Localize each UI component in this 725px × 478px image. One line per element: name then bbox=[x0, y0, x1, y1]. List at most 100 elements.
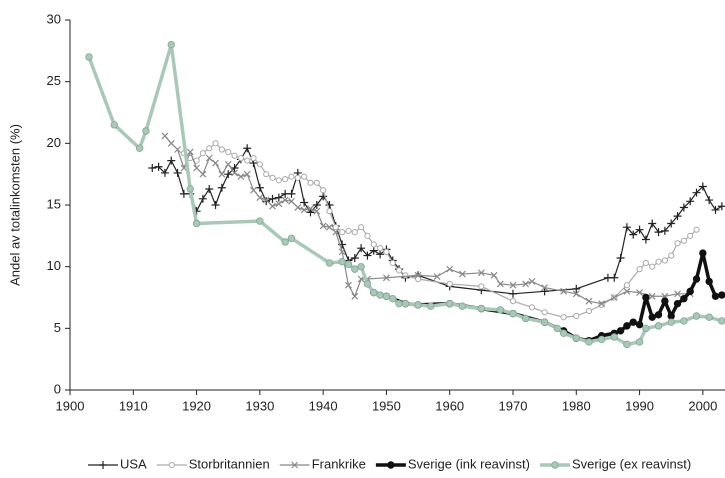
y-tick-label: 20 bbox=[47, 135, 61, 150]
x-tick-label: 1900 bbox=[56, 398, 85, 413]
marker bbox=[635, 338, 644, 346]
x-tick-label: 1930 bbox=[245, 398, 274, 413]
marker bbox=[598, 300, 606, 308]
y-tick-label: 5 bbox=[54, 320, 61, 335]
marker bbox=[351, 229, 358, 236]
marker bbox=[307, 179, 314, 186]
marker bbox=[199, 170, 207, 178]
marker bbox=[414, 301, 422, 309]
marker bbox=[446, 280, 453, 288]
marker bbox=[509, 298, 517, 305]
marker bbox=[231, 169, 238, 177]
y-tick-label: 10 bbox=[47, 258, 61, 273]
marker bbox=[648, 292, 656, 300]
marker bbox=[274, 193, 283, 202]
marker bbox=[401, 299, 410, 308]
x-tick-label: 1950 bbox=[372, 398, 401, 413]
legend-marker bbox=[168, 461, 175, 469]
marker bbox=[635, 320, 644, 329]
marker bbox=[572, 284, 581, 293]
marker bbox=[370, 288, 378, 297]
marker bbox=[389, 295, 397, 303]
legend-label: USA bbox=[120, 456, 147, 471]
marker bbox=[629, 230, 638, 239]
marker bbox=[211, 201, 220, 209]
marker bbox=[496, 280, 504, 288]
marker bbox=[376, 245, 384, 252]
x-tick-label: 1980 bbox=[562, 398, 591, 413]
marker bbox=[288, 197, 295, 205]
marker bbox=[446, 299, 454, 308]
x-tick-label: 1940 bbox=[309, 398, 338, 413]
marker bbox=[610, 294, 618, 301]
marker bbox=[642, 259, 649, 267]
marker bbox=[287, 189, 296, 198]
marker bbox=[521, 314, 530, 323]
y-tick-label: 0 bbox=[54, 381, 61, 396]
marker bbox=[351, 265, 359, 273]
marker bbox=[711, 292, 720, 300]
series-line bbox=[373, 251, 723, 343]
marker bbox=[250, 155, 257, 162]
marker bbox=[560, 287, 568, 295]
marker bbox=[673, 212, 682, 221]
marker bbox=[344, 260, 353, 268]
marker bbox=[610, 273, 619, 282]
marker bbox=[528, 278, 536, 285]
marker bbox=[218, 146, 225, 153]
series-line bbox=[152, 147, 723, 295]
marker bbox=[376, 291, 384, 299]
marker bbox=[680, 237, 687, 244]
marker bbox=[230, 164, 239, 172]
legend-label: Sverige (ex reavinst) bbox=[572, 456, 691, 471]
marker bbox=[655, 258, 662, 265]
marker bbox=[300, 198, 309, 207]
marker bbox=[300, 206, 308, 214]
legend-marker bbox=[551, 461, 559, 469]
marker bbox=[446, 265, 454, 273]
marker bbox=[154, 162, 163, 171]
marker bbox=[244, 157, 251, 164]
marker bbox=[648, 313, 656, 321]
marker bbox=[433, 273, 441, 280]
marker bbox=[287, 234, 296, 242]
marker bbox=[383, 274, 390, 282]
marker bbox=[332, 228, 340, 236]
marker bbox=[212, 159, 219, 167]
marker bbox=[198, 194, 207, 203]
marker bbox=[256, 194, 264, 202]
legend-marker bbox=[387, 461, 395, 469]
marker bbox=[686, 287, 694, 296]
marker bbox=[427, 302, 435, 310]
series-line bbox=[87, 42, 723, 347]
marker bbox=[339, 229, 346, 236]
marker bbox=[477, 304, 486, 313]
marker bbox=[509, 281, 517, 289]
marker bbox=[110, 121, 118, 129]
marker bbox=[478, 283, 485, 290]
marker bbox=[363, 280, 372, 288]
marker bbox=[522, 280, 530, 288]
marker bbox=[553, 324, 561, 333]
y-tick-label: 15 bbox=[47, 196, 61, 211]
marker bbox=[414, 275, 422, 283]
marker bbox=[597, 335, 606, 344]
marker bbox=[351, 292, 359, 300]
y-tick-label: 25 bbox=[47, 73, 61, 88]
marker bbox=[573, 312, 580, 320]
marker bbox=[395, 267, 403, 274]
marker bbox=[623, 340, 631, 349]
marker bbox=[616, 327, 625, 335]
marker bbox=[255, 183, 264, 192]
marker bbox=[186, 148, 194, 156]
marker bbox=[718, 317, 725, 325]
marker bbox=[325, 259, 334, 267]
marker bbox=[370, 241, 377, 248]
marker bbox=[402, 272, 409, 279]
marker bbox=[661, 257, 668, 264]
x-tick-label: 2000 bbox=[688, 398, 717, 413]
marker bbox=[382, 292, 391, 300]
marker bbox=[667, 219, 676, 228]
marker bbox=[224, 170, 233, 179]
marker bbox=[312, 201, 321, 209]
